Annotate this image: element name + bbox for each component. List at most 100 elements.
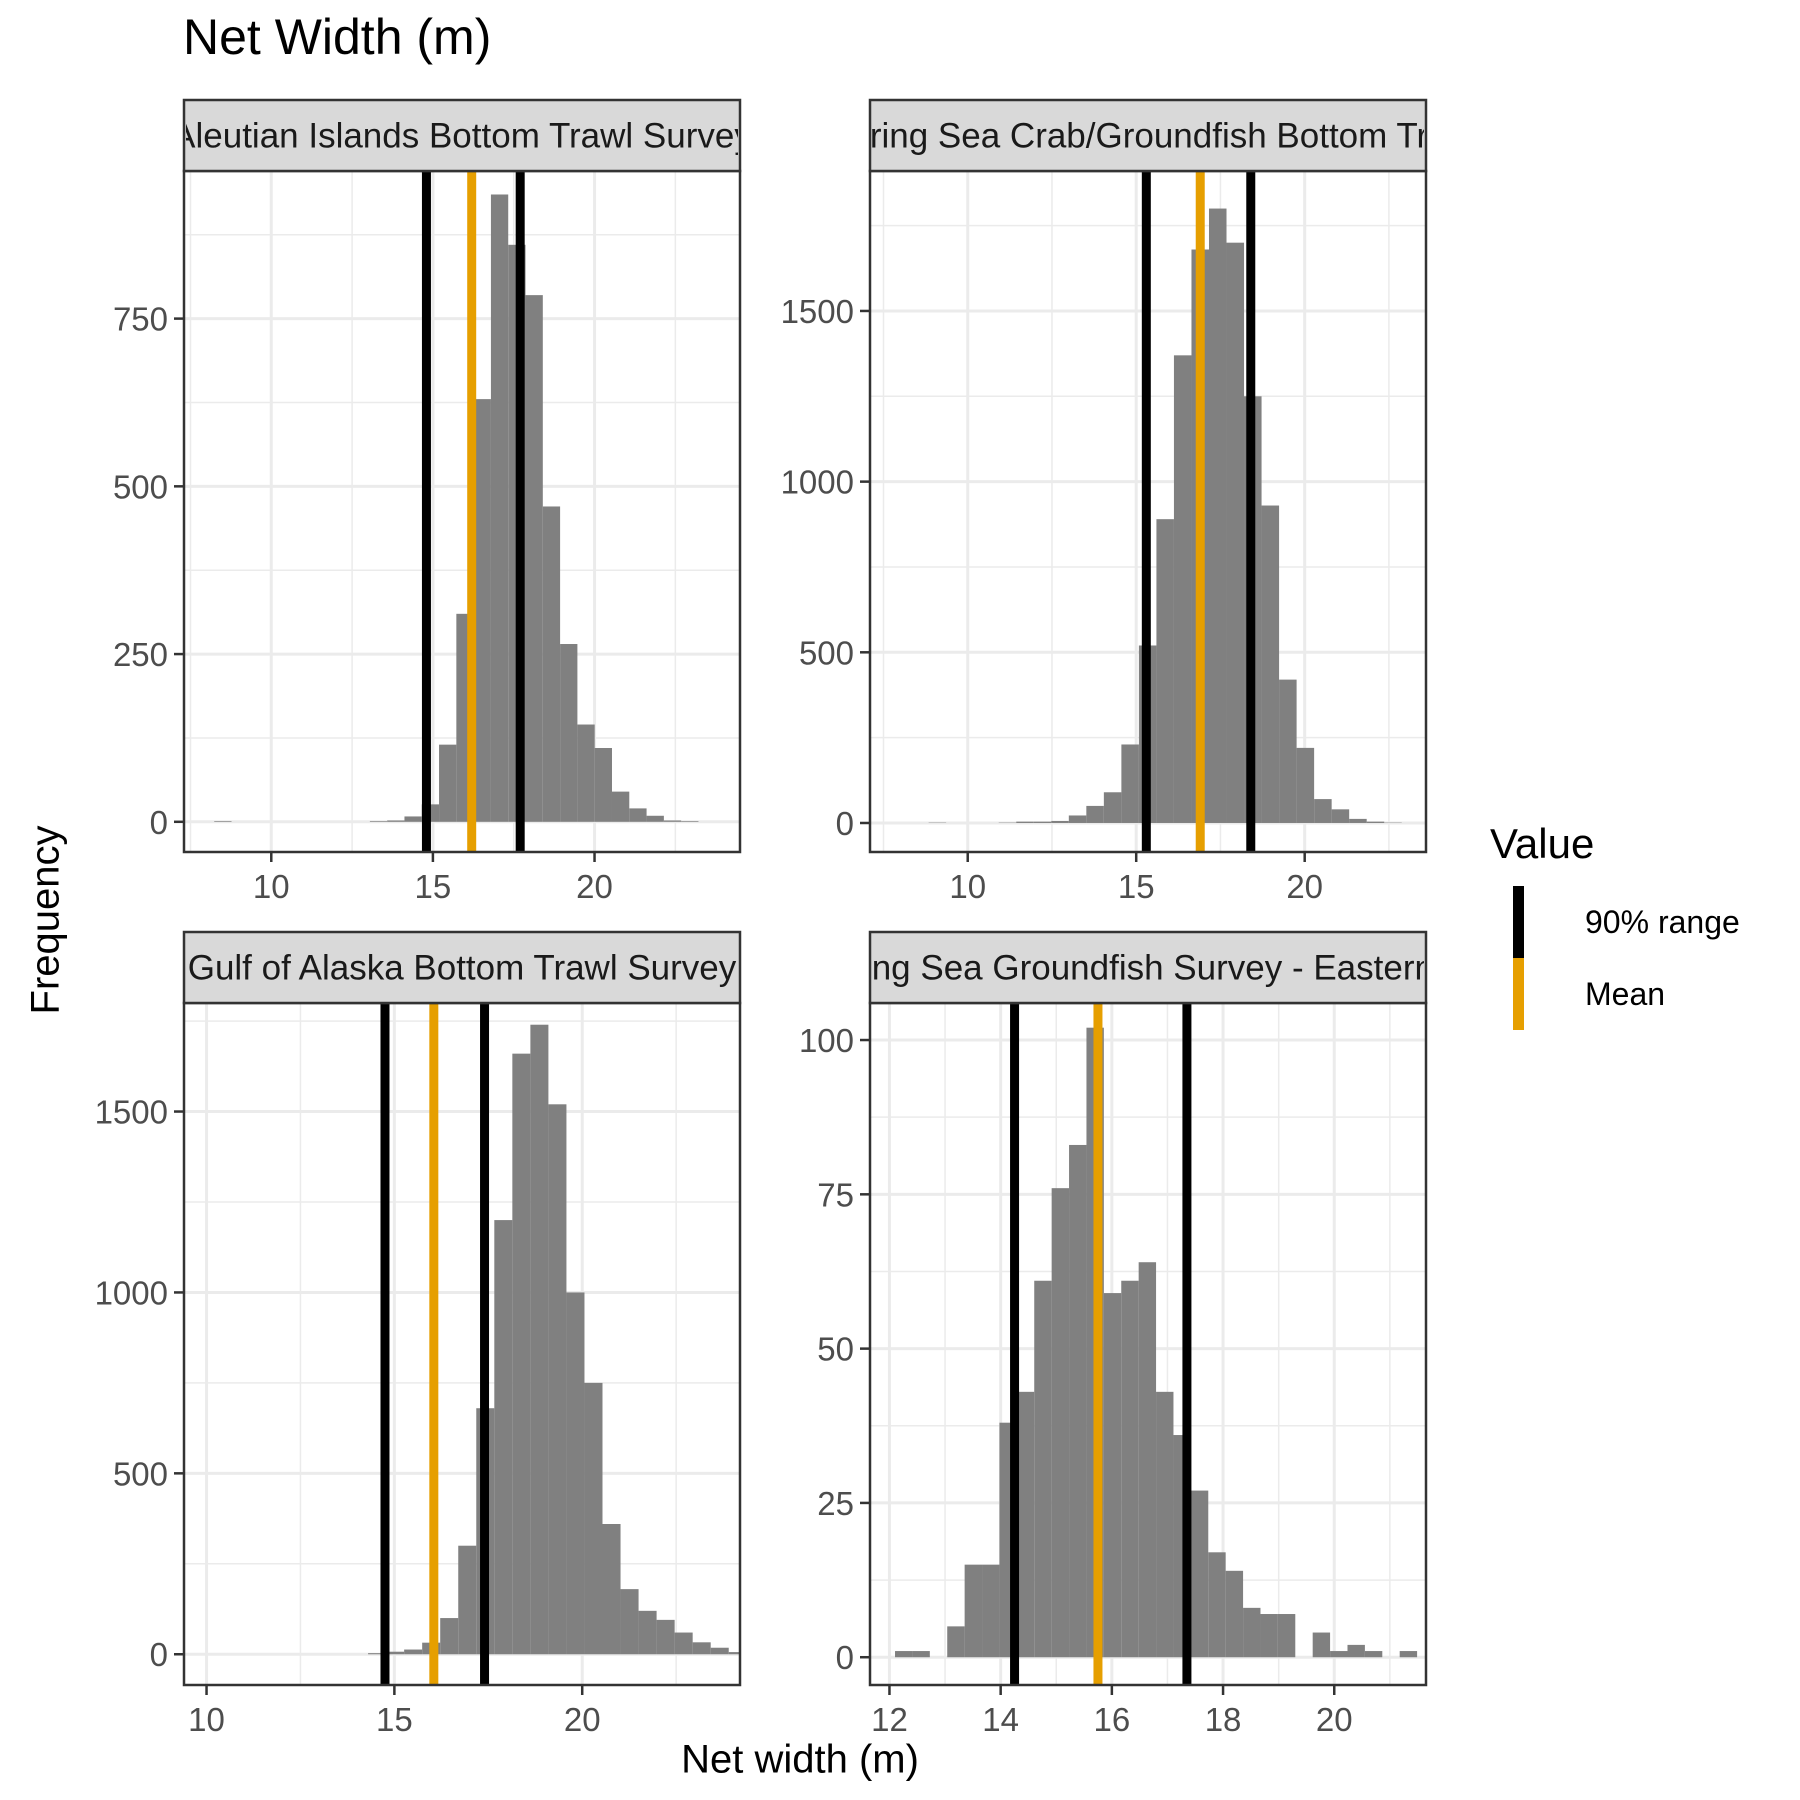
- facet-strip: [182, 98, 742, 173]
- histogram-bar: [1330, 1651, 1348, 1658]
- x-tick-label: 18: [1205, 1701, 1242, 1738]
- histogram-bar: [1399, 1651, 1418, 1658]
- x-axis-label: Net width (m): [681, 1737, 919, 1782]
- y-tick-label: 500: [799, 634, 854, 671]
- histogram-bar: [214, 821, 232, 822]
- y-tick-label: 0: [150, 804, 168, 841]
- histogram-bar: [512, 1053, 531, 1655]
- histogram-bar: [710, 1647, 729, 1655]
- histogram-bar: [1156, 519, 1174, 823]
- histogram-bar: [577, 724, 595, 822]
- histogram-bar: [912, 1651, 930, 1658]
- histogram-bar: [404, 1649, 423, 1655]
- legend-label-90-range: 90% range: [1585, 904, 1740, 940]
- histogram-bar: [964, 1564, 983, 1658]
- histogram-bar: [1296, 747, 1315, 823]
- y-tick-label: 0: [836, 1639, 854, 1676]
- histogram-bar: [440, 1618, 459, 1655]
- histogram-bar: [1260, 1614, 1278, 1658]
- histogram-bar: [490, 194, 509, 822]
- y-tick-label: 500: [113, 468, 168, 505]
- histogram-bar: [1103, 792, 1122, 823]
- histogram-bar: [594, 748, 612, 822]
- histogram-bar: [548, 1104, 567, 1655]
- histogram-bar: [525, 295, 543, 822]
- histogram-bar: [387, 820, 405, 822]
- y-tick-label: 500: [113, 1455, 168, 1492]
- histogram-bar: [566, 1292, 585, 1655]
- histogram-bar: [620, 1589, 639, 1655]
- x-tick-label: 15: [415, 868, 452, 905]
- histogram-bar: [692, 1642, 711, 1655]
- histogram-bar: [1121, 744, 1139, 823]
- facet-strip-label: Eastern Bering Sea Groundfish Survey - E…: [679, 949, 1617, 988]
- facet-strip: [868, 930, 1428, 1005]
- histogram-bar: [663, 820, 682, 822]
- histogram-bar: [1349, 818, 1367, 823]
- legend-key-mean: [1513, 958, 1524, 1030]
- histogram-bar: [1366, 821, 1385, 823]
- histogram-bar: [560, 644, 578, 822]
- y-tick-label: 75: [817, 1176, 854, 1213]
- histogram-bar: [1225, 1570, 1244, 1658]
- x-tick-label: 15: [1118, 868, 1155, 905]
- histogram-bar: [542, 506, 561, 822]
- histogram-bar: [646, 815, 664, 822]
- histogram-bar: [681, 821, 699, 822]
- histogram-bar: [1208, 208, 1227, 823]
- histogram-bar: [674, 1632, 693, 1655]
- facet-strip: [868, 98, 1428, 173]
- y-tick-label: 250: [113, 636, 168, 673]
- x-tick-label: 20: [1286, 868, 1323, 905]
- x-tick-label: 10: [188, 1701, 225, 1738]
- histogram-bar: [1312, 1632, 1331, 1658]
- facet-strip-label: Aleutian Islands Bottom Trawl Survey: [172, 117, 752, 156]
- histogram-bar: [1121, 1280, 1139, 1658]
- histogram-bar: [368, 1653, 387, 1655]
- facet-strip-label: Eastern Bering Sea Crab/Groundfish Botto…: [697, 117, 1600, 156]
- histogram-bar: [602, 1523, 621, 1655]
- y-tick-label: 0: [150, 1636, 168, 1673]
- histogram-bar: [473, 399, 491, 822]
- facet-strip-label: Gulf of Alaska Bottom Trawl Survey: [188, 949, 737, 988]
- y-tick-label: 0: [836, 805, 854, 842]
- legend-label-mean: Mean: [1585, 976, 1666, 1012]
- y-tick-label: 750: [113, 301, 168, 338]
- histogram-bar: [1034, 1280, 1052, 1658]
- histogram-bar: [1173, 355, 1192, 823]
- histogram-bar: [1051, 1188, 1070, 1658]
- histogram-bar: [1261, 505, 1280, 823]
- histogram-bar: [1190, 1490, 1209, 1658]
- legend-key-90-range: [1513, 886, 1524, 958]
- histogram-bar: [386, 1651, 405, 1655]
- histogram-bar: [458, 1545, 477, 1655]
- histogram-bar: [656, 1619, 675, 1655]
- histogram-bar: [750, 821, 767, 822]
- histogram-bar: [1347, 1644, 1365, 1658]
- histogram-bar: [1103, 1293, 1122, 1658]
- histogram-bar: [1033, 821, 1052, 823]
- histogram-bar: [1086, 805, 1104, 823]
- histogram-bar: [1016, 1391, 1035, 1658]
- histogram-bar: [1208, 1552, 1226, 1658]
- x-tick-label: 16: [1094, 1701, 1131, 1738]
- histogram-bar: [1331, 809, 1350, 823]
- x-tick-label: 12: [871, 1701, 908, 1738]
- x-tick-label: 20: [564, 1701, 601, 1738]
- y-tick-label: 1500: [781, 293, 854, 330]
- x-tick-label: 10: [949, 868, 986, 905]
- histogram-bar: [638, 1610, 657, 1655]
- histogram-bar: [947, 1626, 965, 1658]
- histogram-bar: [1364, 1651, 1383, 1658]
- histogram-bar: [629, 808, 647, 822]
- y-tick-label: 50: [817, 1331, 854, 1368]
- histogram-bar: [584, 1382, 603, 1655]
- y-tick-label: 25: [817, 1485, 854, 1522]
- histogram-bar: [895, 1651, 913, 1658]
- histogram-bar: [1277, 1614, 1296, 1658]
- histogram-bar: [982, 1564, 1000, 1658]
- histogram-bar: [1016, 821, 1034, 823]
- histogram-bar: [1226, 242, 1245, 823]
- histogram-bar: [439, 744, 457, 822]
- x-tick-label: 20: [576, 868, 613, 905]
